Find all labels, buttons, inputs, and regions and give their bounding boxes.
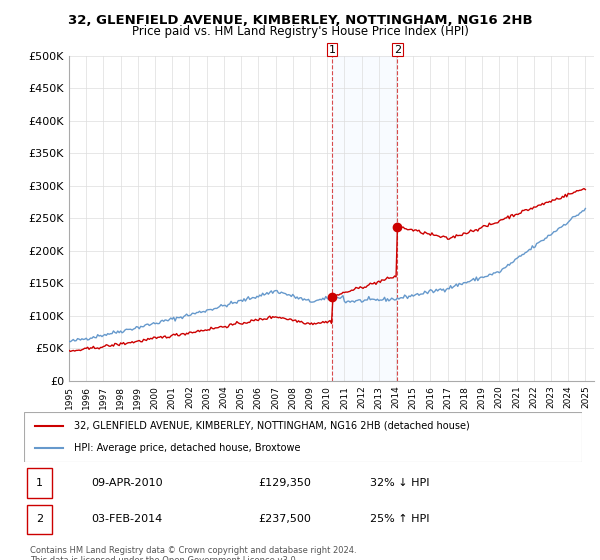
Text: 32% ↓ HPI: 32% ↓ HPI [370,478,430,488]
FancyBboxPatch shape [27,468,52,498]
Text: £129,350: £129,350 [259,478,311,488]
Text: £237,500: £237,500 [259,515,311,524]
Text: 03-FEB-2014: 03-FEB-2014 [91,515,162,524]
Text: Price paid vs. HM Land Registry's House Price Index (HPI): Price paid vs. HM Land Registry's House … [131,25,469,38]
Text: 1: 1 [36,478,43,488]
Text: 2: 2 [394,45,401,55]
Text: Contains HM Land Registry data © Crown copyright and database right 2024.
This d: Contains HM Land Registry data © Crown c… [30,546,356,560]
Text: 1: 1 [328,45,335,55]
Text: 2: 2 [36,515,43,524]
FancyBboxPatch shape [24,412,582,462]
Bar [332,56,397,381]
Text: 25% ↑ HPI: 25% ↑ HPI [370,515,430,524]
Text: HPI: Average price, detached house, Broxtowe: HPI: Average price, detached house, Brox… [74,443,301,453]
FancyBboxPatch shape [27,505,52,534]
Text: 09-APR-2010: 09-APR-2010 [91,478,163,488]
Text: 32, GLENFIELD AVENUE, KIMBERLEY, NOTTINGHAM, NG16 2HB (detached house): 32, GLENFIELD AVENUE, KIMBERLEY, NOTTING… [74,421,470,431]
Text: 32, GLENFIELD AVENUE, KIMBERLEY, NOTTINGHAM, NG16 2HB: 32, GLENFIELD AVENUE, KIMBERLEY, NOTTING… [68,14,532,27]
